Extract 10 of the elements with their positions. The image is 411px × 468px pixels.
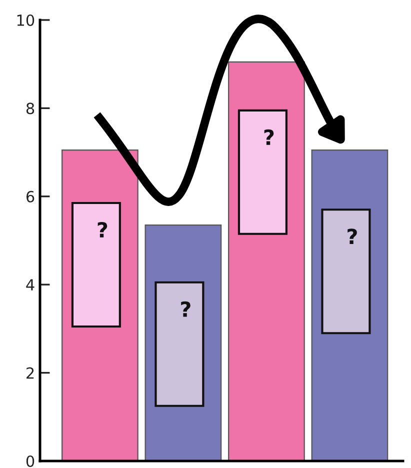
- y-tick-label: 4: [26, 279, 34, 290]
- y-tick-label: 6: [26, 190, 34, 202]
- annotation: ?: [264, 129, 274, 145]
- y-tick-label: 0: [26, 455, 34, 468]
- annotation: ?: [181, 301, 190, 317]
- y-tick-label: 10: [17, 14, 34, 26]
- y-tick-label: 8: [26, 102, 34, 114]
- annotation: ?: [348, 228, 357, 244]
- annotation: ?: [98, 222, 108, 238]
- y-tick-label: 2: [26, 367, 34, 379]
